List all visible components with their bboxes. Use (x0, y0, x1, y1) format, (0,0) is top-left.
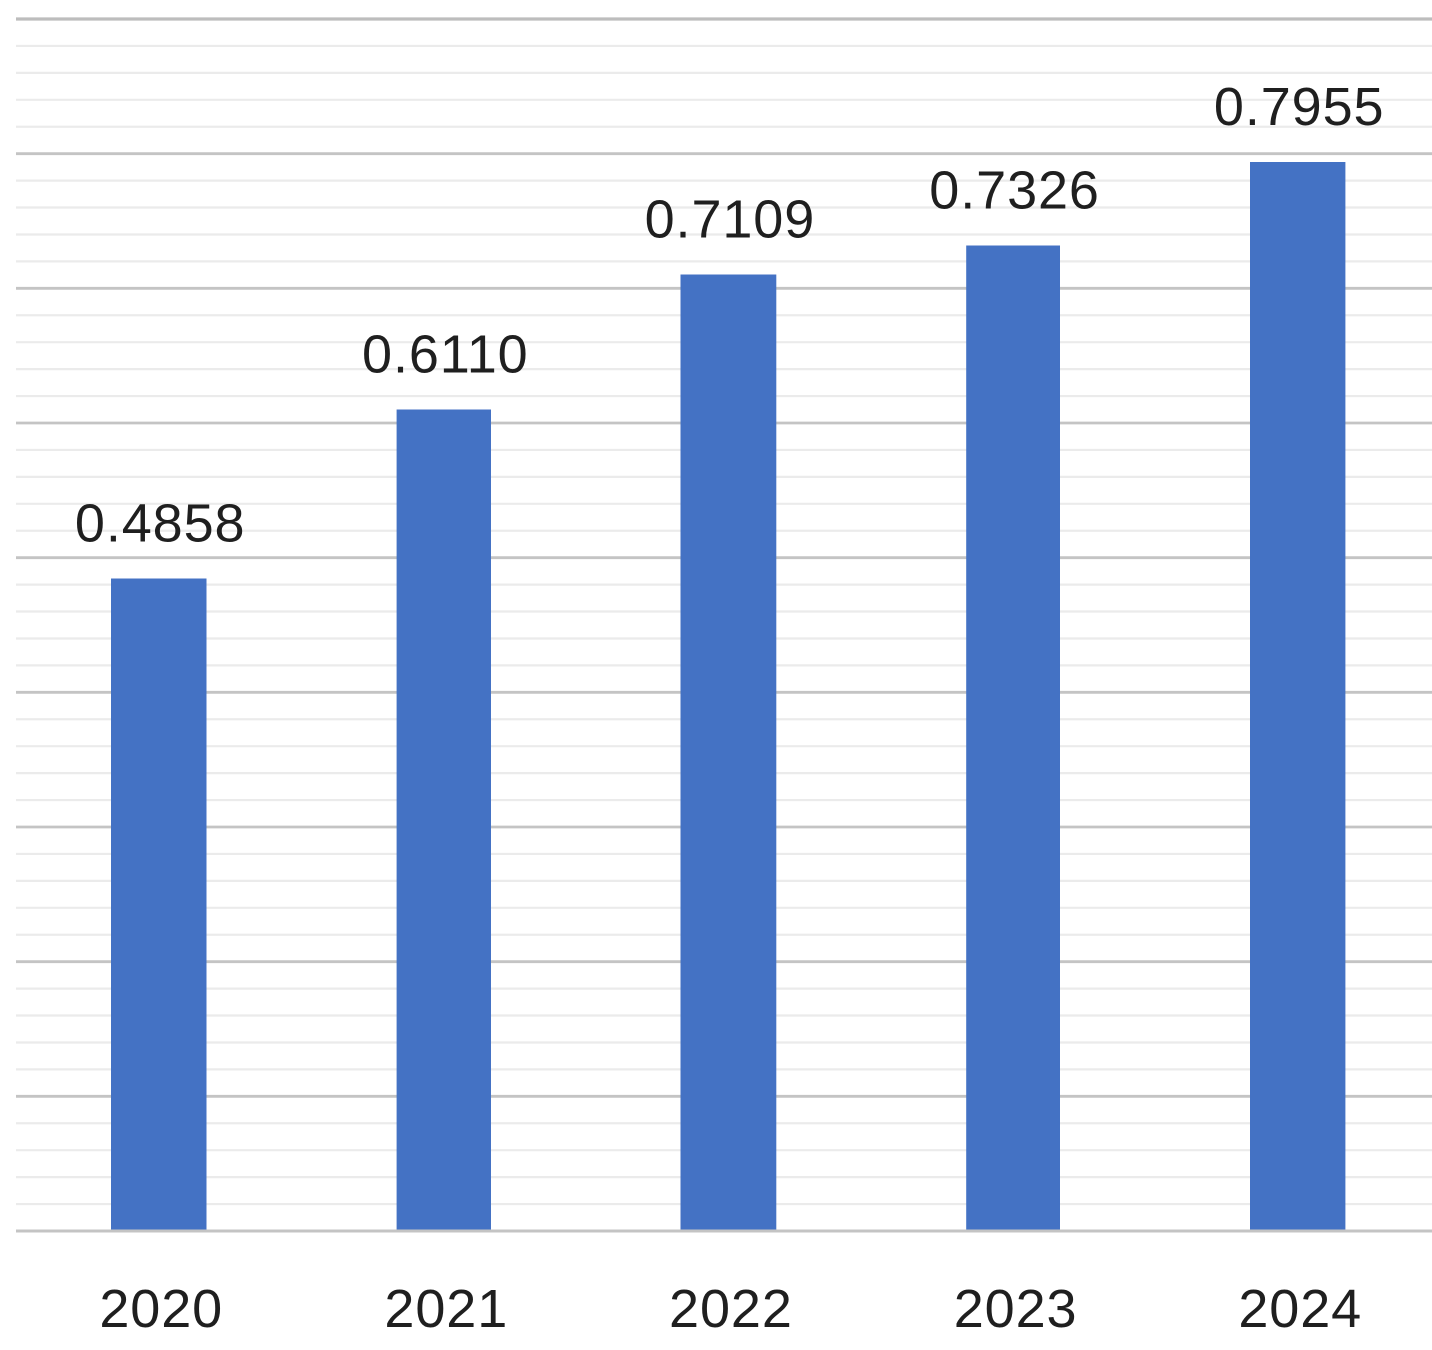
svg-text:2024: 2024 (1238, 1279, 1362, 1339)
svg-text:2020: 2020 (99, 1279, 223, 1339)
svg-text:0.7955: 0.7955 (1214, 77, 1385, 137)
svg-text:0.7109: 0.7109 (645, 190, 816, 250)
svg-text:2021: 2021 (384, 1279, 508, 1339)
svg-text:0.6110: 0.6110 (362, 325, 529, 385)
svg-text:2022: 2022 (669, 1279, 793, 1339)
svg-text:0.4858: 0.4858 (75, 494, 246, 554)
svg-text:0.7326: 0.7326 (929, 161, 1100, 221)
svg-text:2023: 2023 (954, 1279, 1078, 1339)
